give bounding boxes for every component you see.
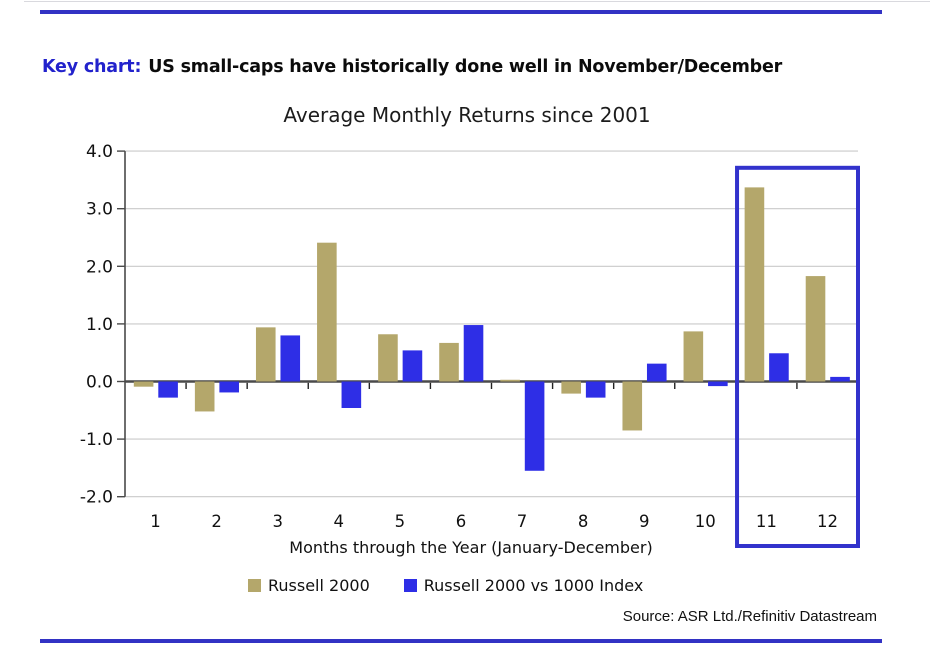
bar-russell-2000-month-2 [194, 381, 215, 412]
x-axis-title: Months through the Year (January-Decembe… [289, 538, 652, 557]
x-tick-label: 6 [456, 512, 467, 531]
chart-legend: Russell 2000 Russell 2000 vs 1000 Index [248, 576, 643, 595]
y-tick-label: 4.0 [86, 142, 113, 162]
bar-russell-2000-vs-1000-index-month-3 [280, 335, 301, 382]
x-tick-label: 3 [272, 512, 283, 531]
source-note: Source: ASR Ltd./Refinitiv Datastream [622, 608, 877, 625]
legend-item-russell-2000: Russell 2000 [248, 576, 370, 595]
legend-label-russell-2000: Russell 2000 [268, 576, 370, 595]
bottom-blue-rule [40, 639, 882, 643]
chart-title: Average Monthly Returns since 2001 [283, 103, 651, 127]
bar-russell-2000-vs-1000-index-month-12 [830, 376, 850, 382]
x-tick-label: 9 [639, 512, 650, 531]
highlight-box-nov-dec [735, 165, 860, 549]
bar-russell-2000-month-5 [378, 334, 398, 382]
bar-russell-2000-month-3 [255, 327, 276, 382]
key-chart-heading: Key chart: US small-caps have historicall… [42, 57, 912, 77]
bar-russell-2000-month-12 [805, 276, 826, 382]
bar-russell-2000-vs-1000-index-month-10 [708, 381, 728, 387]
y-tick-label: 2.0 [86, 257, 113, 277]
bar-russell-2000-month-9 [622, 381, 643, 431]
x-tick-label: 1 [150, 512, 161, 531]
bar-russell-2000-vs-1000-index-month-6 [463, 325, 484, 382]
bar-russell-2000-vs-1000-index-month-5 [402, 350, 423, 382]
x-tick-label: 10 [695, 512, 716, 531]
x-tick-label: 4 [334, 512, 345, 531]
bar-russell-2000-month-8 [561, 381, 581, 394]
x-tick-label: 2 [211, 512, 222, 531]
bar-russell-2000-vs-1000-index-month-1 [158, 381, 178, 398]
legend-item-russell-2000-vs-1000: Russell 2000 vs 1000 Index [403, 576, 644, 595]
x-tick-label: 8 [578, 512, 589, 531]
bar-russell-2000-vs-1000-index-month-9 [646, 363, 667, 382]
bar-chart: 4.03.02.01.00.0-1.0-2.01 2 3 4 5 6 7 8 9 10 11 12Mo… [80, 142, 860, 557]
bar-russell-2000-month-1 [133, 381, 154, 387]
key-chart-label: Key chart: [42, 57, 142, 77]
y-tick-label: -1.0 [80, 430, 113, 450]
bar-russell-2000-month-6 [439, 342, 459, 382]
bar-russell-2000-vs-1000-index-month-4 [341, 381, 362, 408]
bar-russell-2000-vs-1000-index-month-8 [585, 381, 606, 398]
y-tick-label: -2.0 [80, 488, 113, 508]
heading-text: US small-caps have historically done wel… [148, 57, 783, 77]
x-tick-label: 12 [817, 512, 838, 531]
y-tick-label: 3.0 [86, 200, 113, 220]
bar-russell-2000-month-7 [500, 379, 520, 382]
bar-russell-2000-month-10 [683, 331, 704, 382]
x-tick-label: 5 [395, 512, 406, 531]
legend-label-russell-2000-vs-1000: Russell 2000 vs 1000 Index [423, 576, 644, 595]
bar-russell-2000-vs-1000-index-month-7 [524, 381, 545, 471]
legend-swatch-russell-2000-vs-1000 [403, 579, 417, 592]
top-hairline [24, 1, 930, 2]
y-tick-label: 1.0 [86, 315, 113, 335]
legend-swatch-russell-2000 [248, 579, 261, 592]
bar-russell-2000-month-11 [744, 187, 765, 382]
bar-russell-2000-vs-1000-index-month-11 [769, 353, 789, 382]
y-tick-label: 0.0 [86, 373, 113, 393]
x-tick-label: 7 [517, 512, 528, 531]
bar-russell-2000-vs-1000-index-month-2 [219, 381, 239, 393]
bar-russell-2000-month-4 [317, 242, 337, 382]
x-tick-label: 11 [756, 512, 777, 531]
top-blue-rule [40, 10, 882, 14]
